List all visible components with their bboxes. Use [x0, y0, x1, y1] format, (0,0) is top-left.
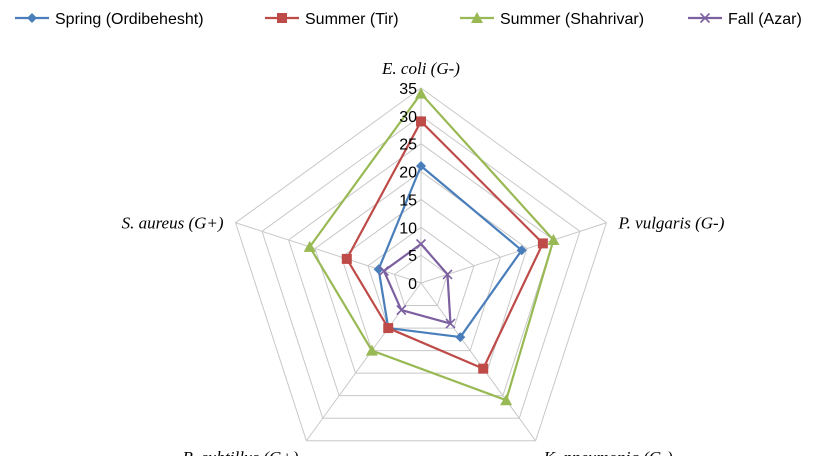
tick-label: 35 [399, 81, 417, 98]
axis-label: K. pneumonia (G-) [543, 448, 673, 456]
tick-label: 15 [399, 192, 417, 209]
data-point [365, 344, 378, 356]
grid-ring [261, 115, 581, 419]
data-point [341, 253, 352, 264]
tick-label: 30 [399, 109, 417, 126]
data-point [478, 363, 489, 374]
series [378, 238, 456, 329]
data-point [445, 318, 456, 329]
legend-label: Fall (Azar) [728, 11, 802, 28]
data-point [547, 233, 560, 245]
data-point [415, 87, 427, 99]
series-line [382, 242, 452, 325]
data-point [396, 304, 407, 316]
grid-ring [234, 87, 608, 442]
axis-label: S. aureus (G+) [122, 214, 224, 233]
grid-ring [393, 254, 449, 307]
radar-grid [234, 87, 608, 442]
series-line [377, 164, 523, 339]
legend-marker [277, 13, 287, 23]
legend-item: Summer (Shahrivar) [460, 11, 644, 28]
grid-ring [287, 143, 555, 397]
data-point [303, 240, 316, 252]
grid-spoke [420, 282, 537, 442]
series [303, 87, 560, 406]
data-point [516, 245, 527, 256]
data-point [378, 265, 389, 277]
axis-label: E. coli (G-) [381, 59, 460, 78]
legend-item: Spring (Ordibehesht) [15, 11, 204, 28]
tick-label: 20 [399, 165, 417, 182]
axis-label: B. subtillus (G+) [183, 448, 299, 456]
tick-label: 10 [399, 220, 417, 237]
series [373, 161, 527, 343]
data-point [373, 264, 384, 275]
data-point [442, 269, 453, 280]
legend-label: Summer (Tir) [305, 11, 399, 28]
legend-label: Spring (Ordibehesht) [55, 11, 204, 28]
series-line [345, 120, 544, 370]
data-point [383, 323, 394, 334]
legend: Spring (Ordibehesht) Summer (Tir) Summer (… [15, 11, 802, 28]
data-point [455, 332, 466, 343]
legend-item: Summer (Tir) [265, 11, 399, 28]
data-point [500, 394, 513, 406]
legend-item: Fall (Azar) [688, 11, 802, 28]
grid-ring [314, 170, 528, 374]
legend-marker [27, 13, 37, 23]
axis-label: P. vulgaris (G-) [617, 214, 724, 233]
legend-label: Summer (Shahrivar) [500, 11, 644, 28]
series-group [303, 87, 560, 406]
data-point [415, 238, 427, 250]
grid-spoke [420, 222, 607, 284]
grid-ring [340, 198, 502, 352]
data-point [537, 238, 548, 249]
tick-label: 0 [408, 276, 417, 293]
radial-ticks: 0 5 10 15 20 25 30 35 [399, 81, 417, 293]
grid-spoke [235, 222, 422, 284]
series-line [308, 92, 555, 402]
legend-marker [699, 12, 711, 24]
series [341, 116, 548, 374]
axis-labels: E. coli (G-) P. vulgaris (G-) K. pneumonia… [122, 59, 725, 456]
data-point [416, 161, 426, 171]
data-point [416, 116, 426, 127]
tick-label: 25 [399, 137, 417, 154]
grid-ring [367, 226, 475, 329]
legend-marker [471, 12, 483, 23]
tick-label: 5 [408, 248, 417, 265]
